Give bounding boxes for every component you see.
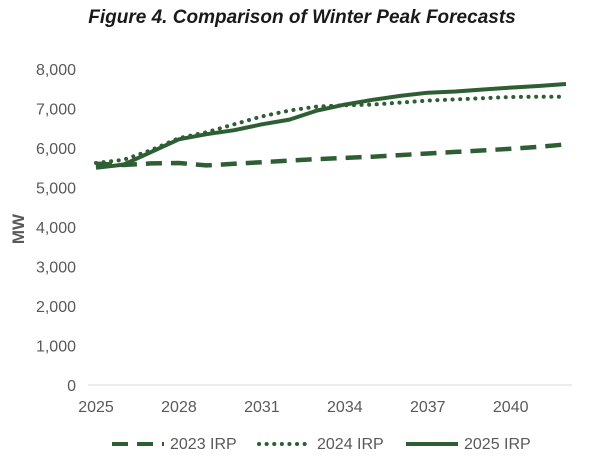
y-axis-title: MW: [9, 213, 28, 244]
legend-label: 2025 IRP: [464, 436, 531, 453]
legend: 2023 IRP 2024 IRP 2025 IRP: [112, 436, 531, 453]
series-line-2025-irp: [95, 82, 567, 170]
x-tick-label: 2025: [78, 399, 114, 416]
y-tick-label: 6,000: [36, 141, 76, 158]
y-tick-label: 2,000: [36, 299, 76, 316]
y-tick-label: 3,000: [36, 260, 76, 277]
x-tick-label: 2034: [327, 399, 363, 416]
legend-label: 2024 IRP: [317, 436, 384, 453]
y-tick-label: 4,000: [36, 220, 76, 237]
x-axis-ticks: 2025 2028 2031 2034 2037 2040: [78, 399, 528, 416]
y-tick-label: 7,000: [36, 102, 76, 119]
series-line-2023-irp: [95, 142, 567, 168]
y-tick-label: 1,000: [36, 339, 76, 356]
y-tick-label: 8,000: [36, 62, 76, 79]
chart-title: Figure 4. Comparison of Winter Peak Fore…: [88, 7, 516, 28]
x-tick-label: 2037: [410, 399, 446, 416]
x-tick-label: 2028: [161, 399, 197, 416]
y-axis-ticks: 0 1,000 2,000 3,000 4,000 5,000 6,000 7,000 8,00…: [36, 62, 76, 395]
legend-label: 2023 IRP: [170, 436, 237, 453]
x-tick-label: 2031: [244, 399, 280, 416]
series-lines: [94, 82, 568, 170]
y-tick-label: 5,000: [36, 181, 76, 198]
y-tick-label: 0: [67, 378, 76, 395]
x-tick-label: 2040: [493, 399, 529, 416]
